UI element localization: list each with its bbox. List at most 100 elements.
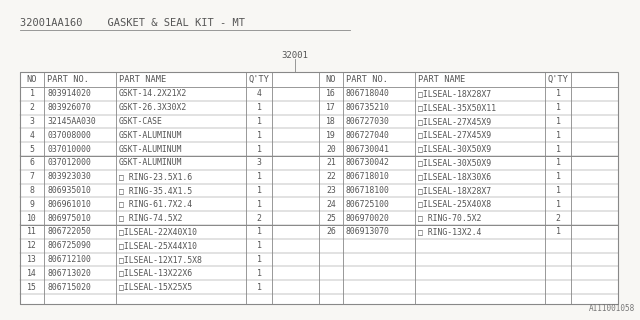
Text: PART NO.: PART NO. (47, 75, 89, 84)
Text: PART NAME: PART NAME (119, 75, 166, 84)
Text: 803914020: 803914020 (47, 89, 91, 99)
Text: 037012000: 037012000 (47, 158, 91, 167)
Text: 22: 22 (326, 172, 336, 181)
Text: 3: 3 (29, 117, 35, 126)
Text: 806715020: 806715020 (47, 283, 91, 292)
Text: PART NAME: PART NAME (418, 75, 465, 84)
Bar (20, 72, 618, 304)
Text: 1: 1 (257, 255, 261, 264)
Text: □ILSEAL-30X50X9: □ILSEAL-30X50X9 (418, 158, 491, 167)
Text: □ILSEAL-13X22X6: □ILSEAL-13X22X6 (119, 269, 192, 278)
Text: 1: 1 (257, 172, 261, 181)
Text: 806727030: 806727030 (346, 117, 390, 126)
Text: 806712100: 806712100 (47, 255, 91, 264)
Text: 806913070: 806913070 (346, 228, 390, 236)
Text: □ RING-23.5X1.6: □ RING-23.5X1.6 (119, 172, 192, 181)
Text: 803923030: 803923030 (47, 172, 91, 181)
Text: □ILSEAL-15X25X5: □ILSEAL-15X25X5 (119, 283, 192, 292)
Text: GSKT-ALUMINUM: GSKT-ALUMINUM (119, 131, 182, 140)
Text: 2: 2 (257, 214, 261, 223)
Text: 806730042: 806730042 (346, 158, 390, 167)
Text: 1: 1 (257, 200, 261, 209)
Text: 26: 26 (326, 228, 336, 236)
Text: 1: 1 (556, 200, 561, 209)
Text: 1: 1 (556, 103, 561, 112)
Text: 1: 1 (257, 283, 261, 292)
Text: 806725100: 806725100 (346, 200, 390, 209)
Text: 806970020: 806970020 (346, 214, 390, 223)
Text: 21: 21 (326, 158, 336, 167)
Text: □ILSEAL-18X30X6: □ILSEAL-18X30X6 (418, 172, 491, 181)
Text: 5: 5 (29, 145, 35, 154)
Text: 7: 7 (29, 172, 35, 181)
Text: 32145AA030: 32145AA030 (47, 117, 96, 126)
Text: 20: 20 (326, 145, 336, 154)
Text: 806727040: 806727040 (346, 131, 390, 140)
Text: 9: 9 (29, 200, 35, 209)
Text: 1: 1 (556, 131, 561, 140)
Text: GSKT-ALUMINUM: GSKT-ALUMINUM (119, 145, 182, 154)
Text: 1: 1 (556, 89, 561, 99)
Text: GSKT-26.3X30X2: GSKT-26.3X30X2 (119, 103, 188, 112)
Text: GSKT-ALUMINUM: GSKT-ALUMINUM (119, 158, 182, 167)
Text: NO: NO (27, 75, 37, 84)
Text: GSKT-14.2X21X2: GSKT-14.2X21X2 (119, 89, 188, 99)
Text: 806718010: 806718010 (346, 172, 390, 181)
Text: 806935010: 806935010 (47, 186, 91, 195)
Text: □ RING-74.5X2: □ RING-74.5X2 (119, 214, 182, 223)
Text: □ILSEAL-25X44X10: □ILSEAL-25X44X10 (119, 241, 197, 250)
Text: □ILSEAL-35X50X11: □ILSEAL-35X50X11 (418, 103, 496, 112)
Text: 1: 1 (257, 131, 261, 140)
Text: □ILSEAL-27X45X9: □ILSEAL-27X45X9 (418, 117, 491, 126)
Text: 12: 12 (27, 241, 37, 250)
Text: □ILSEAL-27X45X9: □ILSEAL-27X45X9 (418, 131, 491, 140)
Text: 1: 1 (257, 117, 261, 126)
Text: 8: 8 (29, 186, 35, 195)
Text: A111001058: A111001058 (589, 304, 635, 313)
Text: 1: 1 (257, 269, 261, 278)
Text: 1: 1 (556, 172, 561, 181)
Text: 806735210: 806735210 (346, 103, 390, 112)
Text: 806961010: 806961010 (47, 200, 91, 209)
Text: 15: 15 (27, 283, 37, 292)
Text: 10: 10 (27, 214, 37, 223)
Text: 4: 4 (29, 131, 35, 140)
Text: 17: 17 (326, 103, 336, 112)
Text: GSKT-CASE: GSKT-CASE (119, 117, 163, 126)
Text: NO: NO (326, 75, 336, 84)
Text: 1: 1 (257, 186, 261, 195)
Text: 1: 1 (257, 145, 261, 154)
Text: □ RING-61.7X2.4: □ RING-61.7X2.4 (119, 200, 192, 209)
Text: □ILSEAL-18X28X7: □ILSEAL-18X28X7 (418, 89, 491, 99)
Text: 803926070: 803926070 (47, 103, 91, 112)
Text: 2: 2 (556, 214, 561, 223)
Text: 3: 3 (257, 158, 261, 167)
Text: 25: 25 (326, 214, 336, 223)
Text: PART NO.: PART NO. (346, 75, 388, 84)
Text: □ILSEAL-22X40X10: □ILSEAL-22X40X10 (119, 228, 197, 236)
Text: 13: 13 (27, 255, 37, 264)
Text: □ILSEAL-30X50X9: □ILSEAL-30X50X9 (418, 145, 491, 154)
Text: 806718040: 806718040 (346, 89, 390, 99)
Text: 6: 6 (29, 158, 35, 167)
Text: 1: 1 (556, 158, 561, 167)
Text: 806713020: 806713020 (47, 269, 91, 278)
Text: 1: 1 (556, 186, 561, 195)
Text: 11: 11 (27, 228, 37, 236)
Text: □ILSEAL-12X17.5X8: □ILSEAL-12X17.5X8 (119, 255, 202, 264)
Text: 1: 1 (556, 117, 561, 126)
Text: 037010000: 037010000 (47, 145, 91, 154)
Text: 23: 23 (326, 186, 336, 195)
Text: 4: 4 (257, 89, 261, 99)
Text: □ILSEAL-18X28X7: □ILSEAL-18X28X7 (418, 186, 491, 195)
Text: 1: 1 (556, 228, 561, 236)
Text: 19: 19 (326, 131, 336, 140)
Text: □ RING-70.5X2: □ RING-70.5X2 (418, 214, 481, 223)
Text: 32001: 32001 (282, 51, 308, 60)
Text: 1: 1 (257, 241, 261, 250)
Text: Q'TY: Q'TY (248, 75, 269, 84)
Text: 18: 18 (326, 117, 336, 126)
Text: 806730041: 806730041 (346, 145, 390, 154)
Text: Q'TY: Q'TY (547, 75, 568, 84)
Text: 806725090: 806725090 (47, 241, 91, 250)
